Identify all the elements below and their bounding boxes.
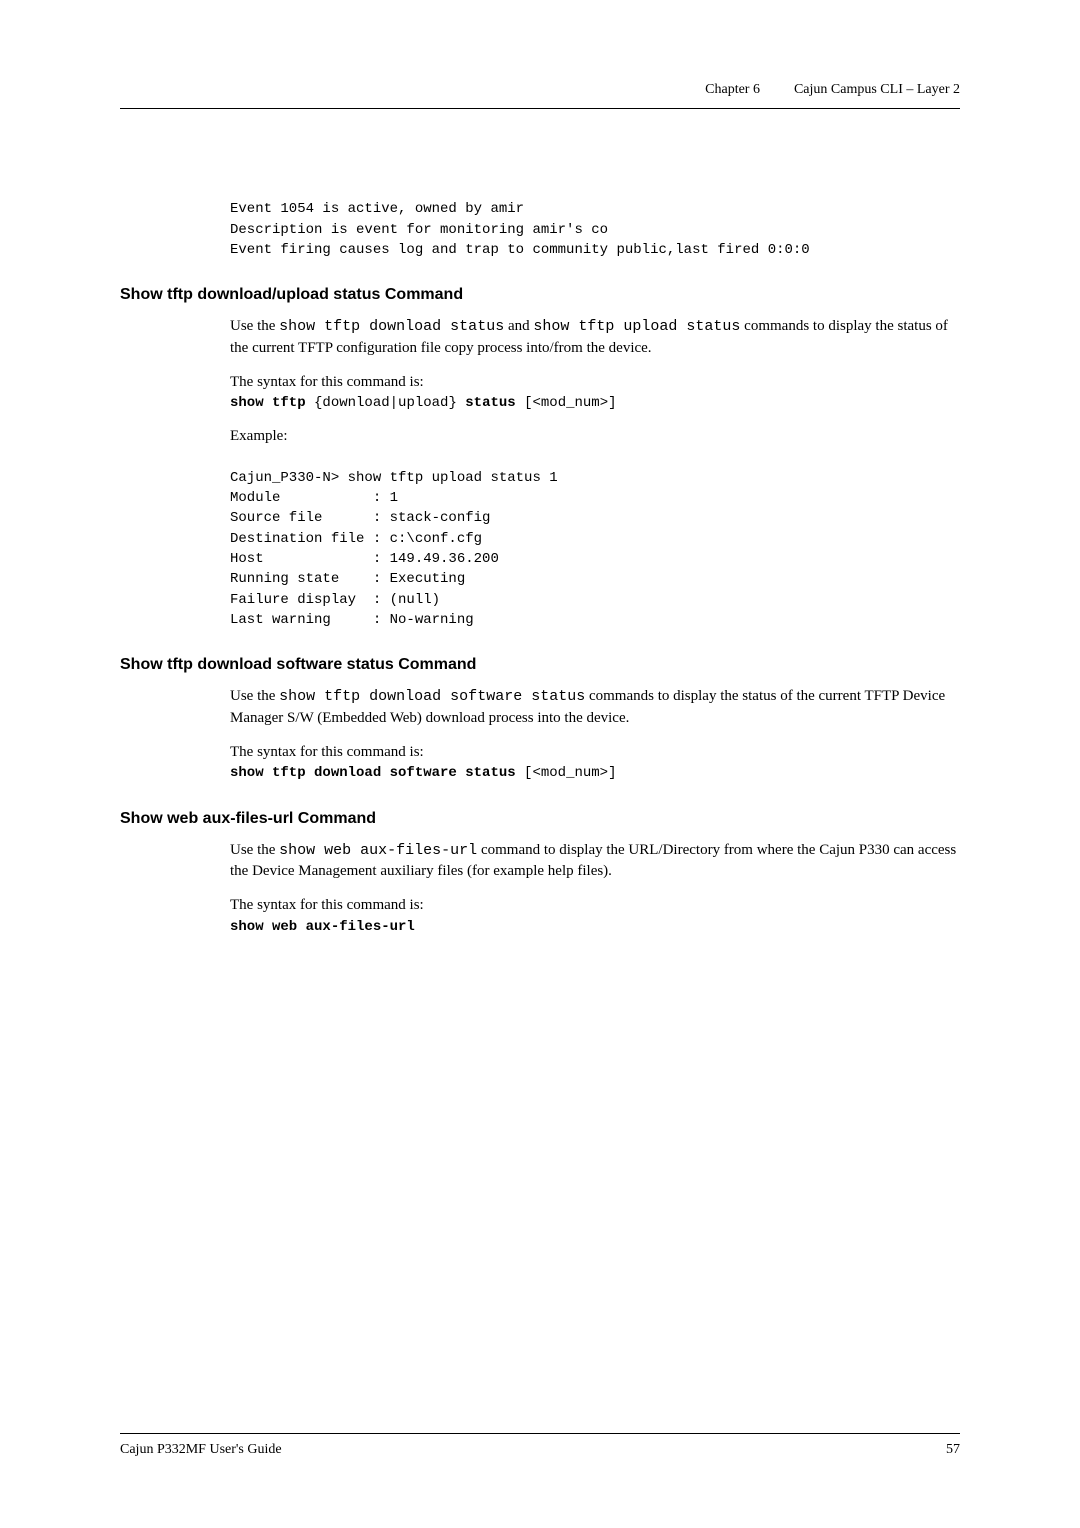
- paragraph: Use the show web aux-files-url command t…: [230, 840, 960, 884]
- syntax-line: show tftp download software status [<mod…: [230, 763, 960, 783]
- code-line: Failure display : (null): [230, 592, 440, 608]
- inline-code: show tftp download status: [279, 318, 504, 335]
- section-heading-web-aux: Show web aux-files-url Command: [120, 810, 960, 828]
- syntax-label: The syntax for this command is:: [230, 372, 960, 394]
- paragraph: Use the show tftp download status and sh…: [230, 316, 960, 360]
- section-body: Use the show tftp download software stat…: [230, 686, 960, 784]
- keyword: show tftp: [230, 395, 306, 411]
- text: [<mod_num>]: [516, 765, 617, 781]
- paragraph: Use the show tftp download software stat…: [230, 686, 960, 730]
- page-number: 57: [946, 1442, 960, 1458]
- syntax-label: The syntax for this command is:: [230, 742, 960, 764]
- chapter-title: Cajun Campus CLI – Layer 2: [794, 82, 960, 98]
- code-line: Source file : stack-config: [230, 510, 490, 526]
- text: Use the: [230, 688, 279, 704]
- text: [<mod_num>]: [516, 395, 617, 411]
- text: Use the: [230, 842, 279, 858]
- keyword: show web aux-files-url: [230, 919, 415, 935]
- intro-code-block: Event 1054 is active, owned by amir Desc…: [230, 179, 960, 260]
- code-line: Cajun_P330-N> show tftp upload status 1: [230, 470, 558, 486]
- footer-title: Cajun P332MF User's Guide: [120, 1442, 282, 1458]
- inline-code: show web aux-files-url: [279, 842, 477, 859]
- inline-code: show tftp download software status: [279, 688, 585, 705]
- section-heading-tftp-status: Show tftp download/upload status Command: [120, 286, 960, 304]
- code-line: Event firing causes log and trap to comm…: [230, 242, 810, 258]
- page-footer: Cajun P332MF User's Guide 57: [120, 1433, 960, 1458]
- text: {download|upload}: [306, 395, 466, 411]
- syntax-label: The syntax for this command is:: [230, 895, 960, 917]
- code-line: Event 1054 is active, owned by amir: [230, 201, 524, 217]
- keyword: show tftp download software status: [230, 765, 516, 781]
- code-line: Description is event for monitoring amir…: [230, 222, 608, 238]
- example-label: Example:: [230, 426, 960, 448]
- code-line: Module : 1: [230, 490, 398, 506]
- code-line: Destination file : c:\conf.cfg: [230, 531, 482, 547]
- code-line: Host : 149.49.36.200: [230, 551, 499, 567]
- code-line: Last warning : No-warning: [230, 612, 474, 628]
- code-line: Running state : Executing: [230, 571, 465, 587]
- keyword: status: [465, 395, 515, 411]
- section-body: Use the show web aux-files-url command t…: [230, 840, 960, 938]
- inline-code: show tftp upload status: [533, 318, 740, 335]
- section-heading-tftp-software: Show tftp download software status Comma…: [120, 656, 960, 674]
- section-body: Use the show tftp download status and sh…: [230, 316, 960, 630]
- page-header: Chapter 6 Cajun Campus CLI – Layer 2: [120, 82, 960, 109]
- syntax-line: show web aux-files-url: [230, 917, 960, 937]
- text: and: [504, 318, 533, 334]
- syntax-line: show tftp {download|upload} status [<mod…: [230, 393, 960, 413]
- example-block: Cajun_P330-N> show tftp upload status 1 …: [230, 447, 960, 630]
- chapter-label: Chapter 6: [705, 82, 760, 98]
- text: Use the: [230, 318, 279, 334]
